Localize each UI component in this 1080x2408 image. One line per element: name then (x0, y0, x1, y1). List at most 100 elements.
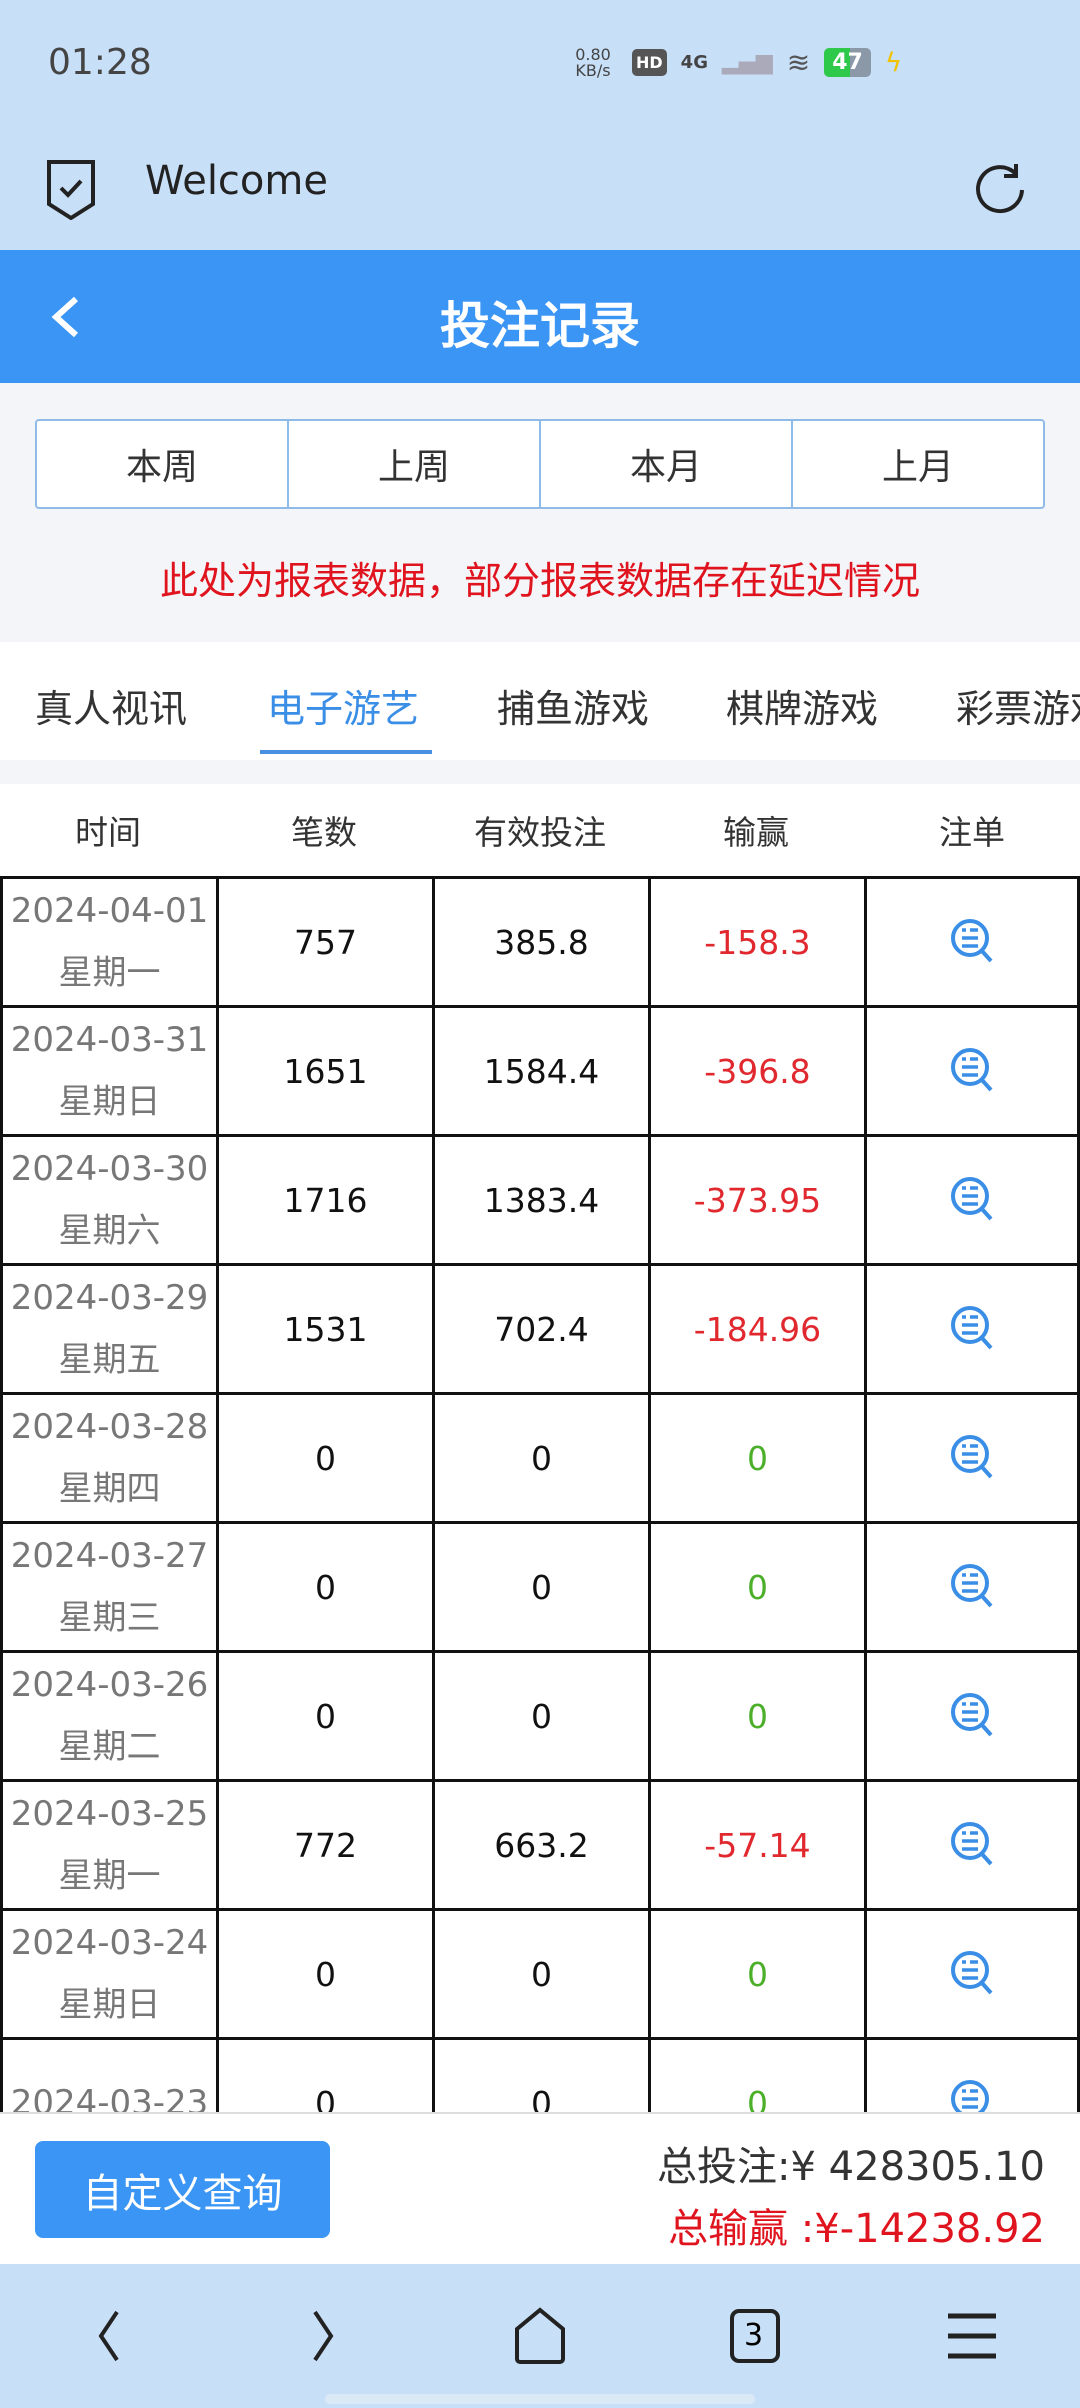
cell-count: 0 (216, 2040, 432, 2112)
cell-count: 0 (216, 1524, 432, 1650)
records-table: 2024-04-01 星期一 757 385.8 -158.3 2024-03-3… (0, 876, 1080, 2112)
view-details-icon[interactable] (950, 1176, 994, 1224)
home-icon (515, 2307, 565, 2364)
table-row: 2024-03-23 0 0 0 (0, 2037, 1080, 2112)
view-details-icon[interactable] (950, 1434, 994, 1482)
cell-valid-bet: 385.8 (432, 879, 648, 1005)
weekday: 星期一 (58, 953, 161, 993)
cell-win-loss: 0 (648, 1653, 864, 1779)
date: 2024-03-24 (10, 1923, 209, 1963)
nav-forward[interactable] (274, 2308, 374, 2364)
period-this-month[interactable]: 本月 (541, 421, 793, 507)
tab-slots[interactable]: 电子游艺 (267, 687, 420, 731)
chevron-right-icon (313, 2310, 334, 2362)
table-row: 2024-03-26 星期二 0 0 0 (0, 1650, 1080, 1779)
cell-win-loss: -373.95 (648, 1137, 864, 1263)
nav-tabs[interactable]: 3 (706, 2308, 806, 2364)
view-details-icon[interactable] (950, 918, 994, 966)
view-details-icon[interactable] (950, 1563, 994, 1611)
status-icons: 0.80 KB/s HD 4G ▂▄▆ ≋ 47 ϟ (568, 46, 902, 79)
date: 2024-03-30 (10, 1149, 209, 1189)
cell-bet-slip (864, 1395, 1080, 1521)
period-this-week[interactable]: 本周 (37, 421, 289, 507)
browser-address-bar: Welcome (0, 130, 1080, 250)
view-details-icon[interactable] (950, 1305, 994, 1353)
table-row: 2024-04-01 星期一 757 385.8 -158.3 (0, 876, 1080, 1005)
refresh-icon[interactable] (972, 160, 1028, 216)
table-row: 2024-03-27 星期三 0 0 0 (0, 1521, 1080, 1650)
delay-notice: 此处为报表数据，部分报表数据存在延迟情况 (159, 559, 920, 603)
tabs-count: 3 (744, 2318, 764, 2353)
date: 2024-03-25 (10, 1794, 209, 1834)
date: 2024-03-23 (10, 2083, 209, 2112)
nav-menu[interactable] (922, 2311, 1022, 2361)
table-row: 2024-03-24 星期日 0 0 0 (0, 1908, 1080, 2037)
date: 2024-03-27 (10, 1536, 209, 1576)
cell-date: 2024-03-25 星期一 (0, 1782, 216, 1908)
menu-icon (948, 2313, 996, 2359)
cell-date: 2024-03-30 星期六 (0, 1137, 216, 1263)
cell-date: 2024-03-23 (0, 2040, 216, 2112)
date: 2024-03-26 (10, 1665, 209, 1705)
cell-date: 2024-04-01 星期一 (0, 879, 216, 1005)
gesture-handle[interactable] (325, 2394, 755, 2404)
view-details-icon[interactable] (950, 1692, 994, 1740)
cell-count: 757 (216, 879, 432, 1005)
clock: 01:28 (48, 42, 152, 83)
back-icon[interactable] (48, 295, 82, 339)
tab-fishing[interactable]: 捕鱼游戏 (497, 687, 650, 731)
cell-bet-slip (864, 2040, 1080, 2112)
date: 2024-04-01 (10, 891, 209, 931)
cell-win-loss: -184.96 (648, 1266, 864, 1392)
view-details-icon[interactable] (950, 1821, 994, 1869)
tab-card-games[interactable]: 棋牌游戏 (726, 687, 879, 731)
cell-valid-bet: 0 (432, 1395, 648, 1521)
cell-valid-bet: 0 (432, 1653, 648, 1779)
period-last-month[interactable]: 上月 (881, 447, 954, 488)
cell-date: 2024-03-27 星期三 (0, 1524, 216, 1650)
cell-date: 2024-03-24 星期日 (0, 1911, 216, 2037)
period-last-week[interactable]: 上周 (289, 421, 541, 507)
view-details-icon[interactable] (950, 2079, 994, 2112)
cell-valid-bet: 0 (432, 2040, 648, 2112)
shield-check-icon (47, 160, 95, 220)
weekday: 星期一 (58, 1856, 161, 1896)
active-tab-indicator (260, 750, 432, 754)
cell-win-loss: 0 (648, 1911, 864, 2037)
view-details-icon[interactable] (950, 1950, 994, 1998)
cell-count: 1716 (216, 1137, 432, 1263)
cell-count: 772 (216, 1782, 432, 1908)
page-title-address[interactable]: Welcome (145, 158, 328, 204)
total-win-loss: 总输赢 :¥-14238.92 (668, 2206, 1045, 2252)
date: 2024-03-29 (10, 1278, 209, 1318)
cell-win-loss: -158.3 (648, 879, 864, 1005)
cell-win-loss: 0 (648, 1395, 864, 1521)
wifi-icon: ≋ (786, 46, 811, 79)
nav-home[interactable] (490, 2307, 590, 2365)
tab-live-video[interactable]: 真人视讯 (35, 687, 188, 731)
date: 2024-03-28 (10, 1407, 209, 1447)
cell-bet-slip (864, 1008, 1080, 1134)
battery-icon: 47 (824, 48, 871, 77)
col-bet-slip: 注单 (939, 813, 1005, 852)
view-details-icon[interactable] (950, 1047, 994, 1095)
weekday: 星期六 (58, 1211, 161, 1251)
cell-win-loss: 0 (648, 1524, 864, 1650)
col-valid-bet: 有效投注 (474, 813, 606, 852)
table-row: 2024-03-30 星期六 1716 1383.4 -373.95 (0, 1134, 1080, 1263)
tab-lottery[interactable]: 彩票游戏 (956, 687, 1080, 731)
cell-valid-bet: 1584.4 (432, 1008, 648, 1134)
category-tabs: 真人视讯 电子游艺 捕鱼游戏 棋牌游戏 彩票游戏 (0, 642, 1080, 760)
cell-count: 0 (216, 1911, 432, 2037)
page-title: 投注记录 (440, 297, 640, 355)
summary-footer: 自定义查询 总投注:¥ 428305.10 总输赢 :¥-14238.92 (0, 2112, 1080, 2264)
hd-icon: HD (632, 49, 667, 76)
table-row: 2024-03-28 星期四 0 0 0 (0, 1392, 1080, 1521)
chevron-left-icon (98, 2310, 119, 2362)
nav-back[interactable] (58, 2308, 158, 2364)
total-bet: 总投注:¥ 428305.10 (657, 2144, 1045, 2190)
col-win-loss: 输赢 (723, 813, 789, 852)
custom-query-button[interactable]: 自定义查询 (35, 2141, 330, 2238)
cell-bet-slip (864, 1137, 1080, 1263)
cell-date: 2024-03-31 星期日 (0, 1008, 216, 1134)
